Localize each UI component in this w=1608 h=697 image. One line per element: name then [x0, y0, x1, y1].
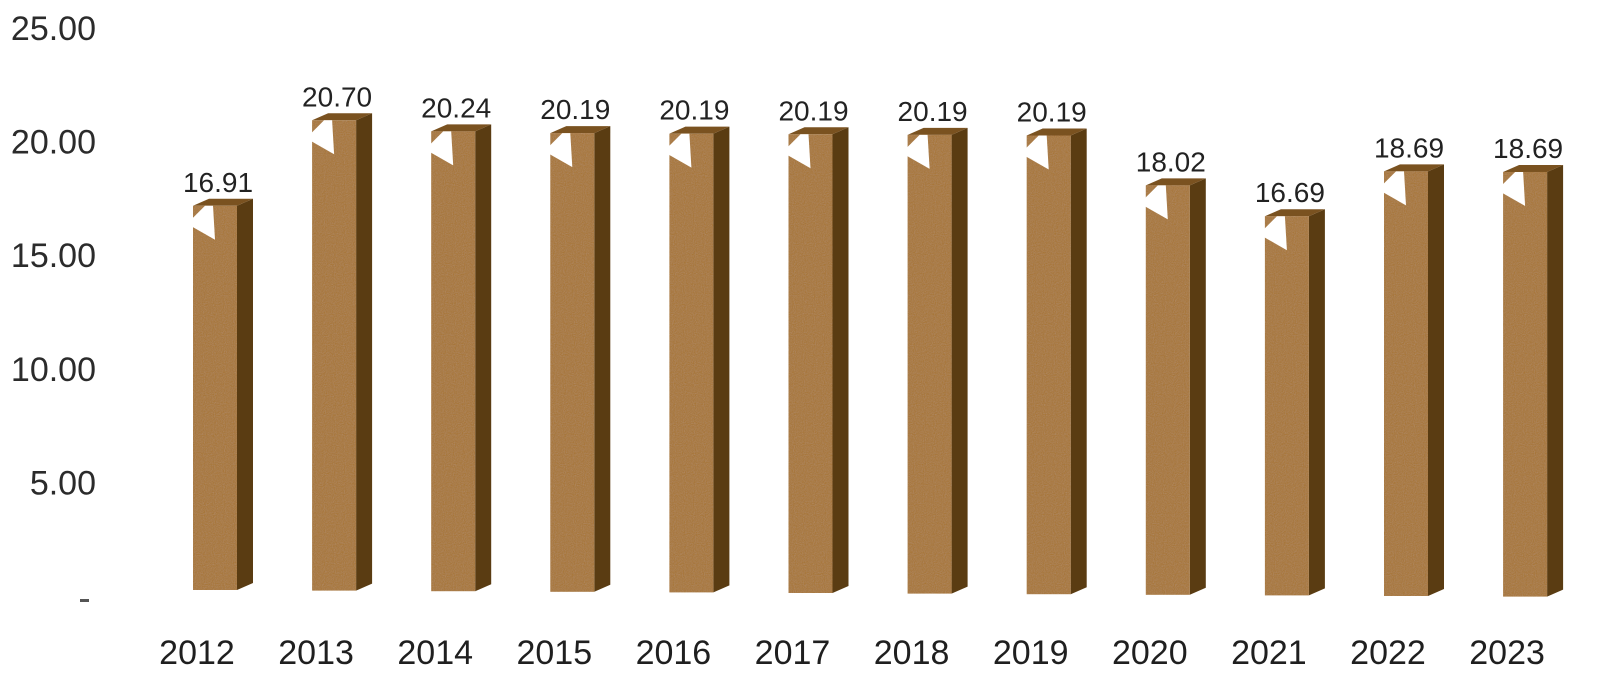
label-callout: [1497, 171, 1526, 206]
bar-side: [1070, 128, 1087, 595]
data-label: 16.69: [1255, 177, 1325, 208]
bar-2014: [425, 124, 492, 592]
bar-front: [669, 133, 714, 593]
bar-top: [312, 113, 373, 121]
y-zero-marker: [80, 599, 89, 602]
bar-top: [193, 198, 253, 206]
x-tick-label: 2015: [516, 634, 592, 672]
bar-front: [312, 120, 357, 591]
bar-side: [1308, 209, 1325, 596]
y-tick-label: 5.00: [30, 464, 96, 502]
bar-front: [1026, 135, 1071, 595]
bar-2019: [1020, 128, 1087, 595]
data-label: 20.19: [540, 94, 610, 125]
bar-2022: [1378, 164, 1444, 596]
label-callout: [1020, 135, 1049, 170]
label-callout: [544, 133, 573, 168]
x-tick-label: 2017: [755, 634, 831, 672]
y-tick-label: 15.00: [11, 237, 96, 275]
bar-top: [550, 126, 611, 134]
bar-front: [1264, 216, 1309, 596]
y-tick-label: 10.00: [11, 351, 96, 389]
label-callout: [306, 120, 335, 155]
x-tick-label: 2019: [993, 634, 1069, 672]
x-tick-label: 2016: [636, 634, 712, 672]
label-callout: [1378, 171, 1406, 206]
bar-2023: [1497, 164, 1564, 597]
label-callout: [782, 134, 811, 169]
data-label: 20.19: [1017, 96, 1087, 127]
x-tick-label: 2013: [278, 634, 354, 672]
bar-side: [1189, 178, 1206, 595]
bar-front: [788, 134, 833, 593]
bar-top: [669, 126, 730, 134]
label-callout: [1139, 185, 1168, 220]
bar-series: 16.91 20.70 20.24 20.19 20.19 20.19 20.19 20.19…: [183, 81, 1564, 597]
bar-side: [356, 113, 373, 591]
bar-front: [1145, 185, 1190, 595]
y-axis: 25.00 20.00 15.00 10.00 5.00: [11, 10, 96, 602]
bar-side: [1547, 164, 1564, 597]
data-label: 16.91: [183, 167, 253, 198]
x-tick-label: 2014: [397, 634, 473, 672]
bar-side: [1428, 164, 1444, 596]
bar-2020: [1139, 178, 1206, 595]
data-label: 18.69: [1374, 132, 1444, 163]
bar-2015: [544, 126, 611, 592]
bar-front: [907, 134, 952, 594]
bar-front: [1384, 171, 1428, 596]
y-tick-label: 20.00: [11, 124, 96, 162]
data-label: 20.24: [421, 92, 491, 123]
x-tick-label: 2023: [1469, 634, 1545, 672]
data-label: 18.69: [1493, 133, 1563, 164]
bar-front: [550, 133, 595, 592]
data-label: 20.70: [302, 81, 372, 112]
bar-side: [237, 198, 253, 590]
label-callout: [187, 205, 215, 240]
bar-side: [832, 127, 849, 593]
data-label: 18.02: [1136, 146, 1206, 177]
bar-2018: [901, 127, 968, 594]
bar-top: [431, 124, 492, 132]
bar-front: [193, 205, 237, 590]
data-label: 20.19: [659, 95, 729, 126]
x-tick-label: 2022: [1350, 634, 1426, 672]
bar-2013: [306, 113, 373, 591]
bar-front: [1503, 171, 1548, 597]
bar-side: [594, 126, 611, 592]
bar-top: [1503, 164, 1564, 172]
bar-side: [475, 124, 492, 592]
bar-top: [907, 127, 968, 135]
x-tick-label: 2021: [1231, 634, 1307, 672]
bar-2016: [663, 126, 730, 593]
x-tick-label: 2020: [1112, 634, 1188, 672]
x-axis: 2012 2013 2014 2015 2016 2017 2018 2019 2020 2021…: [159, 634, 1545, 672]
bar-side: [951, 127, 968, 594]
label-callout: [663, 133, 692, 168]
bar-front: [431, 131, 476, 592]
data-label: 20.19: [778, 95, 848, 126]
label-callout: [1258, 216, 1287, 251]
bar-side: [713, 126, 730, 593]
data-label: 20.19: [898, 96, 968, 127]
bar-top: [1264, 209, 1325, 217]
bar-top: [1026, 128, 1087, 136]
bar-2012: [187, 198, 253, 590]
bar-top: [1384, 164, 1444, 172]
x-tick-label: 2018: [874, 634, 950, 672]
bar-top: [1145, 178, 1206, 186]
x-tick-label: 2012: [159, 634, 235, 672]
label-callout: [901, 134, 930, 169]
label-callout: [425, 131, 454, 166]
bar-2017: [782, 127, 849, 593]
bar-top: [788, 127, 849, 135]
bar-2021: [1258, 209, 1325, 596]
y-tick-label: 25.00: [11, 10, 96, 48]
